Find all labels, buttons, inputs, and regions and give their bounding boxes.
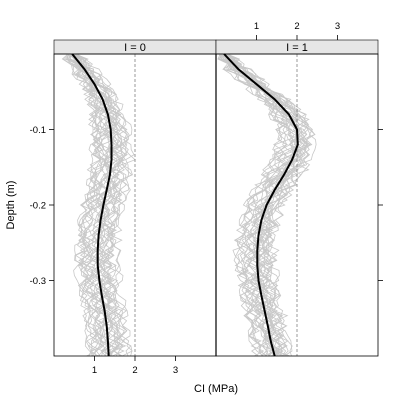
panel-i1-profiles (217, 53, 317, 357)
y-axis-title: Depth (m) (5, 181, 17, 230)
panel-i0: I = 0 (53, 39, 217, 357)
individual-profile-line (226, 53, 316, 357)
x-tick-label: 2 (132, 365, 137, 376)
individual-profile-line (227, 53, 316, 357)
x-axis-bottom: 1 2 3 (92, 356, 178, 376)
y-tick-label: -0.1 (30, 125, 46, 136)
individual-profile-line (75, 53, 128, 357)
individual-profile-line (76, 53, 133, 357)
individual-profile-line (70, 53, 114, 357)
y-tick-label: -0.3 (30, 276, 46, 287)
individual-profile-line (67, 53, 103, 357)
individual-profile-line (227, 53, 311, 357)
individual-profile-line (69, 53, 110, 357)
x-tick-label: 3 (173, 365, 178, 376)
panel-i0-mean-line (71, 53, 113, 357)
individual-profile-line (63, 53, 108, 357)
individual-profile-line (221, 53, 294, 357)
individual-profile-line (217, 53, 290, 357)
individual-profile-line (222, 53, 301, 357)
panel-i1: I = 1 (215, 39, 379, 357)
x-tick-label: 3 (335, 21, 340, 32)
individual-profile-line (219, 53, 289, 357)
x-axis-top: 1 2 3 (254, 21, 340, 40)
individual-profile-line (71, 53, 119, 357)
panel-i1-strip-label: I = 1 (286, 42, 308, 54)
panel-i1-mean-line (223, 53, 299, 357)
individual-profile-line (62, 53, 102, 357)
panel-i0-strip-label: I = 0 (124, 42, 146, 54)
x-tick-label: 2 (294, 21, 299, 32)
individual-profile-line (65, 53, 108, 357)
individual-profile-line (76, 53, 135, 357)
individual-profile-line (69, 53, 115, 357)
y-tick-label: -0.2 (30, 201, 46, 212)
individual-profile-line (67, 53, 105, 357)
individual-profile-line (219, 53, 288, 357)
individual-profile-line (61, 53, 102, 357)
x-tick-label: 1 (254, 21, 259, 32)
y-axis-right (378, 129, 383, 281)
panel-i0-profiles (61, 53, 136, 357)
y-axis-left: -0.1 -0.2 -0.3 (30, 125, 54, 287)
x-tick-label: 1 (92, 365, 97, 376)
individual-profile-line (226, 53, 309, 357)
individual-profile-line (224, 53, 305, 357)
x-axis-title: CI (MPa) (194, 383, 238, 395)
